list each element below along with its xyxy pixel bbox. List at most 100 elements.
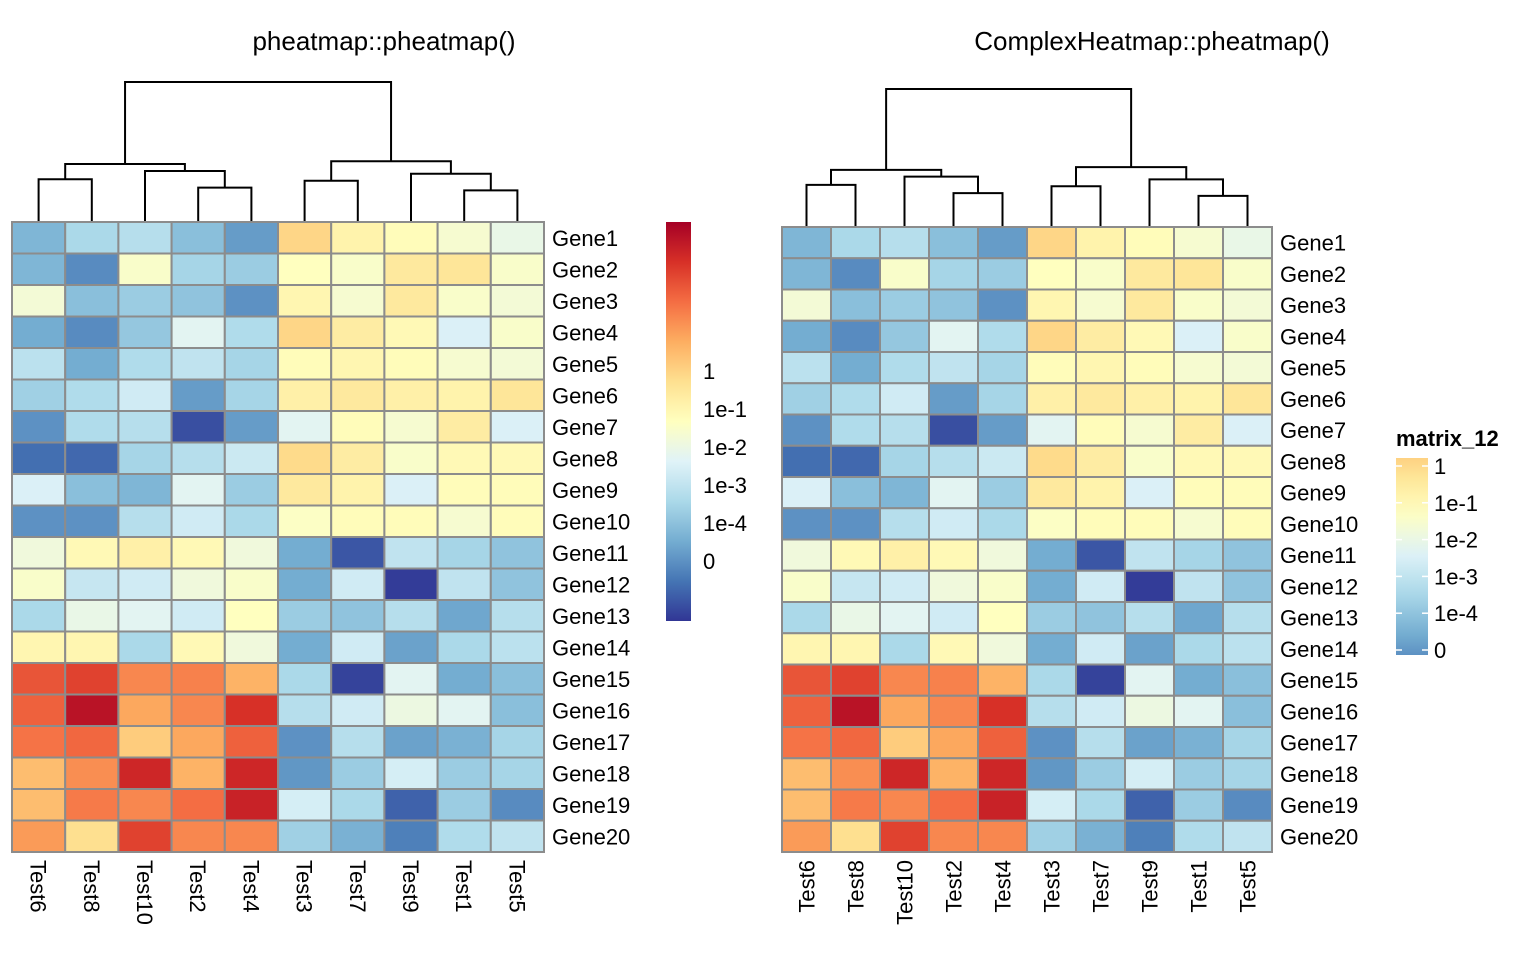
heatmap-cell bbox=[830, 694, 881, 728]
heatmap-cell bbox=[1075, 226, 1126, 260]
heatmap-cell bbox=[117, 473, 173, 507]
dendrogram-branch bbox=[885, 88, 1133, 170]
row-label: Gene12 bbox=[552, 572, 630, 597]
heatmap-cell bbox=[436, 662, 492, 696]
heatmap-cell bbox=[1124, 632, 1175, 666]
row-label: Gene5 bbox=[1280, 356, 1346, 381]
heatmap-cell bbox=[928, 694, 979, 728]
heatmap-cell bbox=[1075, 319, 1126, 353]
heatmap-cell bbox=[489, 221, 545, 255]
heatmap-cell bbox=[977, 632, 1028, 666]
heatmap-cell bbox=[64, 504, 120, 538]
heatmap-cell bbox=[830, 257, 881, 291]
heatmap-cell bbox=[383, 599, 439, 633]
heatmap-cell bbox=[330, 693, 386, 727]
heatmap-cell bbox=[170, 725, 226, 759]
heatmap-cell bbox=[830, 632, 881, 666]
heatmap-cell bbox=[330, 567, 386, 601]
heatmap-cell bbox=[1173, 257, 1224, 291]
heatmap-cell bbox=[277, 441, 333, 475]
heatmap-cell bbox=[1173, 507, 1224, 541]
legend-tick-label: 1e-2 bbox=[1434, 528, 1478, 553]
heatmap-cell bbox=[977, 507, 1028, 541]
heatmap-cell bbox=[117, 315, 173, 349]
heatmap-cell bbox=[1222, 319, 1273, 353]
chart-title-left: pheatmap::pheatmap() bbox=[252, 26, 515, 56]
heatmap-cell bbox=[1124, 226, 1175, 260]
heatmap-cell bbox=[170, 788, 226, 822]
color-legend-right: matrix_12 1 1e-1 1e-2 1e-3 1e-4 0 bbox=[1396, 426, 1499, 663]
heatmap-cell bbox=[489, 315, 545, 349]
heatmap-cell bbox=[223, 693, 280, 727]
heatmap-cell bbox=[830, 663, 881, 697]
dendrogram-branch bbox=[1050, 185, 1102, 226]
heatmap-cell bbox=[11, 599, 67, 633]
heatmap-cell bbox=[1026, 726, 1077, 760]
heatmap-cell bbox=[1026, 507, 1077, 541]
heatmap-cell bbox=[383, 536, 439, 570]
heatmap-cell bbox=[223, 410, 280, 444]
row-label: Gene13 bbox=[552, 604, 630, 629]
heatmap-cell bbox=[64, 599, 120, 633]
heatmap-cell bbox=[1222, 788, 1273, 822]
heatmap-cell bbox=[64, 441, 120, 475]
heatmap-cell bbox=[1026, 694, 1077, 728]
column-label: Test4 bbox=[991, 860, 1016, 913]
column-label: Test8 bbox=[79, 860, 104, 913]
heatmap-cell bbox=[11, 252, 67, 286]
heatmap-cell bbox=[383, 756, 439, 790]
heatmap-cell bbox=[1124, 413, 1175, 447]
heatmap-cell bbox=[781, 663, 832, 697]
heatmap-cell bbox=[170, 630, 226, 664]
heatmap-cell bbox=[277, 410, 333, 444]
heatmap-cell bbox=[489, 788, 545, 822]
heatmap-cell bbox=[1124, 663, 1175, 697]
row-label: Gene16 bbox=[552, 698, 630, 723]
row-label: Gene3 bbox=[552, 289, 618, 314]
heatmap-cell bbox=[489, 473, 545, 507]
heatmap-cell bbox=[830, 319, 881, 353]
heatmap-cell bbox=[1075, 476, 1126, 510]
heatmap-cell bbox=[489, 567, 545, 601]
heatmap-cell bbox=[928, 663, 979, 697]
heatmap-cell bbox=[977, 226, 1028, 260]
heatmap-cell bbox=[223, 567, 280, 601]
heatmap-cell bbox=[1173, 288, 1224, 322]
heatmap-cell bbox=[489, 347, 545, 381]
heatmap-cells-left bbox=[11, 221, 545, 853]
heatmap-cell bbox=[223, 536, 280, 570]
heatmap-cell bbox=[223, 725, 280, 759]
heatmap-cell bbox=[383, 567, 439, 601]
heatmap-cell bbox=[1026, 819, 1077, 853]
column-label: Test8 bbox=[844, 860, 869, 913]
heatmap-cell bbox=[879, 788, 930, 822]
heatmap-cell bbox=[1124, 382, 1175, 416]
heatmap-cell bbox=[383, 378, 439, 412]
heatmap-cell bbox=[1026, 319, 1077, 353]
heatmap-cell bbox=[928, 226, 979, 260]
heatmap-cell bbox=[11, 441, 67, 475]
heatmap-cell bbox=[277, 630, 333, 664]
heatmap-cell bbox=[781, 632, 832, 666]
heatmap-cell bbox=[223, 441, 280, 475]
row-label: Gene1 bbox=[552, 226, 618, 251]
pheatmap-panel: pheatmap::pheatmap() Gene1Gene2Gene3Gene… bbox=[11, 26, 747, 925]
heatmap-cell bbox=[879, 507, 930, 541]
heatmap-cell bbox=[977, 663, 1028, 697]
row-label: Gene1 bbox=[1280, 231, 1346, 256]
column-dendrogram-right bbox=[805, 88, 1249, 226]
heatmap-cell bbox=[170, 599, 226, 633]
heatmap-cell bbox=[330, 504, 386, 538]
heatmap-cell bbox=[11, 284, 67, 318]
heatmap-cell bbox=[11, 788, 67, 822]
heatmap-cell bbox=[64, 473, 120, 507]
dendrogram-branch bbox=[124, 81, 393, 165]
heatmap-cell bbox=[64, 756, 120, 790]
row-label: Gene4 bbox=[1280, 324, 1346, 349]
column-label: Test1 bbox=[1187, 860, 1212, 913]
heatmap-cell bbox=[928, 351, 979, 385]
heatmap-cell bbox=[1075, 382, 1126, 416]
heatmap-cell bbox=[489, 504, 545, 538]
heatmap-cell bbox=[928, 319, 979, 353]
heatmap-cell bbox=[170, 410, 226, 444]
